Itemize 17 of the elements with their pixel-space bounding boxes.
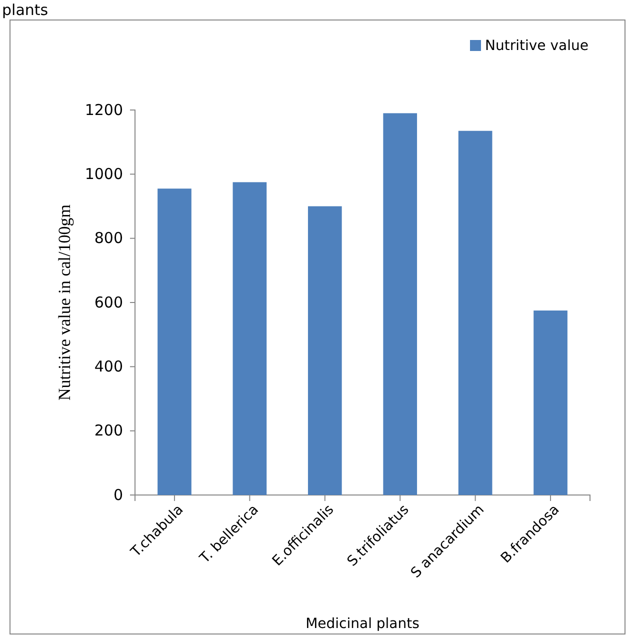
y-tick-label: 1000 — [84, 164, 123, 183]
y-tick-label: 800 — [94, 229, 123, 248]
y-tick-label: 400 — [94, 357, 123, 376]
bar — [458, 130, 492, 495]
bar — [308, 206, 342, 495]
chart-title: plants — [2, 1, 48, 19]
x-axis-title: Medicinal plants — [306, 616, 420, 632]
y-tick-label: 0 — [113, 486, 123, 504]
y-tick-label: 200 — [94, 422, 123, 440]
y-axis-title: Nutritive value in cal/100gm — [55, 204, 74, 400]
bar — [534, 310, 568, 495]
y-tick-label: 600 — [94, 293, 123, 312]
y-tick-label: 1200 — [84, 100, 123, 119]
bar — [383, 113, 418, 495]
bar — [232, 182, 267, 495]
legend-label: Nutritive value — [485, 38, 588, 54]
bar — [158, 188, 192, 495]
